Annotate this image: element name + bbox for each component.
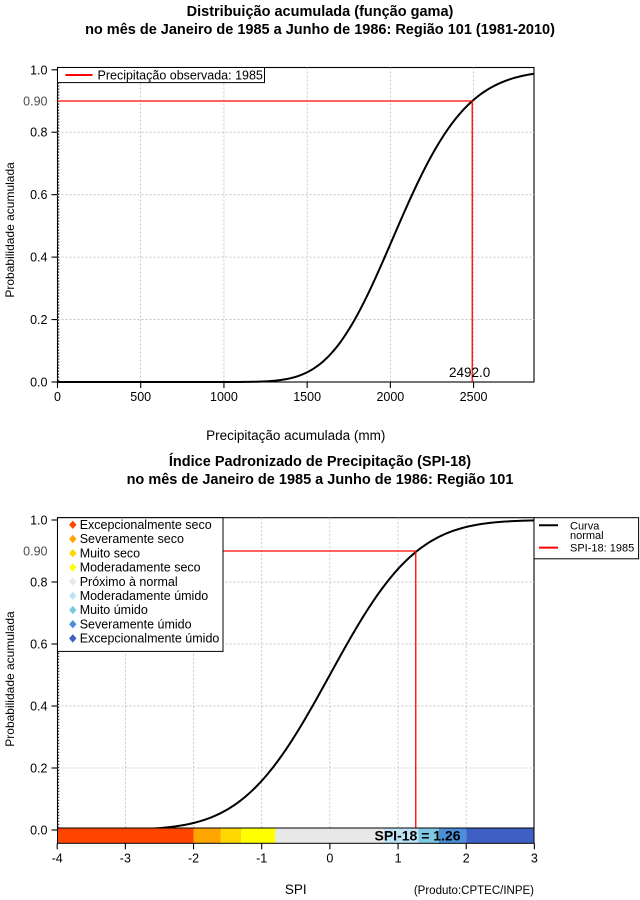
svg-text:no mês de Janeiro de 1985 a Ju: no mês de Janeiro de 1985 a Junho de 198… [85,22,555,38]
svg-text:SPI: SPI [285,882,307,897]
svg-text:Probabilidade acumulada: Probabilidade acumulada [3,162,17,298]
svg-text:Excepcionalmente seco: Excepcionalmente seco [80,518,212,532]
svg-text:Distribuição acumulada (função: Distribuição acumulada (função gama) [187,4,454,20]
svg-text:1000: 1000 [210,390,238,404]
svg-text:Próximo à normal: Próximo à normal [80,575,178,589]
svg-text:Muito seco: Muito seco [80,546,140,560]
svg-text:500: 500 [130,390,151,404]
svg-text:Precipitação observada: 1985: Precipitação observada: 1985 [98,69,263,83]
svg-text:1: 1 [395,851,402,865]
svg-text:Moderadamente úmido: Moderadamente úmido [80,589,209,603]
svg-text:0.4: 0.4 [30,700,47,714]
svg-text:(Produto:CPTEC/INPE): (Produto:CPTEC/INPE) [414,885,534,897]
svg-text:SPI-18 = 1.26: SPI-18 = 1.26 [375,828,461,844]
svg-text:0.6: 0.6 [30,188,47,202]
svg-text:Probabilidade acumulada: Probabilidade acumulada [3,611,17,747]
svg-text:0.0: 0.0 [30,824,47,838]
svg-text:0.6: 0.6 [30,638,47,652]
svg-text:Severamente úmido: Severamente úmido [80,617,192,631]
svg-text:3: 3 [531,851,538,865]
svg-text:0.2: 0.2 [30,313,47,327]
svg-text:2000: 2000 [376,390,404,404]
svg-text:Moderadamente seco: Moderadamente seco [80,561,201,575]
svg-text:Índice Padronizado de Precipit: Índice Padronizado de Precipitação (SPI-… [169,453,471,470]
svg-text:1.0: 1.0 [30,514,47,528]
svg-text:2492.0: 2492.0 [449,365,490,380]
svg-text:Severamente seco: Severamente seco [80,532,184,546]
svg-text:Excepcionalmente úmido: Excepcionalmente úmido [80,632,220,646]
svg-text:-1: -1 [256,851,267,865]
svg-text:2: 2 [463,851,470,865]
svg-text:-4: -4 [52,851,63,865]
svg-text:0: 0 [326,851,333,865]
svg-text:Precipitação acumulada (mm): Precipitação acumulada (mm) [206,428,385,443]
svg-text:0: 0 [54,390,61,404]
svg-text:0.8: 0.8 [30,126,47,140]
svg-text:-3: -3 [120,851,131,865]
svg-text:0.4: 0.4 [30,251,47,265]
svg-text:0.90: 0.90 [23,545,47,559]
svg-text:-2: -2 [188,851,199,865]
svg-text:0.2: 0.2 [30,762,47,776]
svg-text:0.90: 0.90 [23,95,47,109]
svg-text:Muito úmido: Muito úmido [80,603,148,617]
svg-text:1.0: 1.0 [30,63,47,77]
svg-text:2500: 2500 [460,390,488,404]
svg-text:1500: 1500 [293,390,321,404]
svg-text:0.8: 0.8 [30,576,47,590]
svg-text:SPI-18: 1985: SPI-18: 1985 [570,543,634,555]
svg-text:normal: normal [570,530,604,542]
svg-text:no mês de Janeiro de 1985 a Ju: no mês de Janeiro de 1985 a Junho de 198… [127,472,514,488]
svg-text:0.0: 0.0 [30,376,47,390]
